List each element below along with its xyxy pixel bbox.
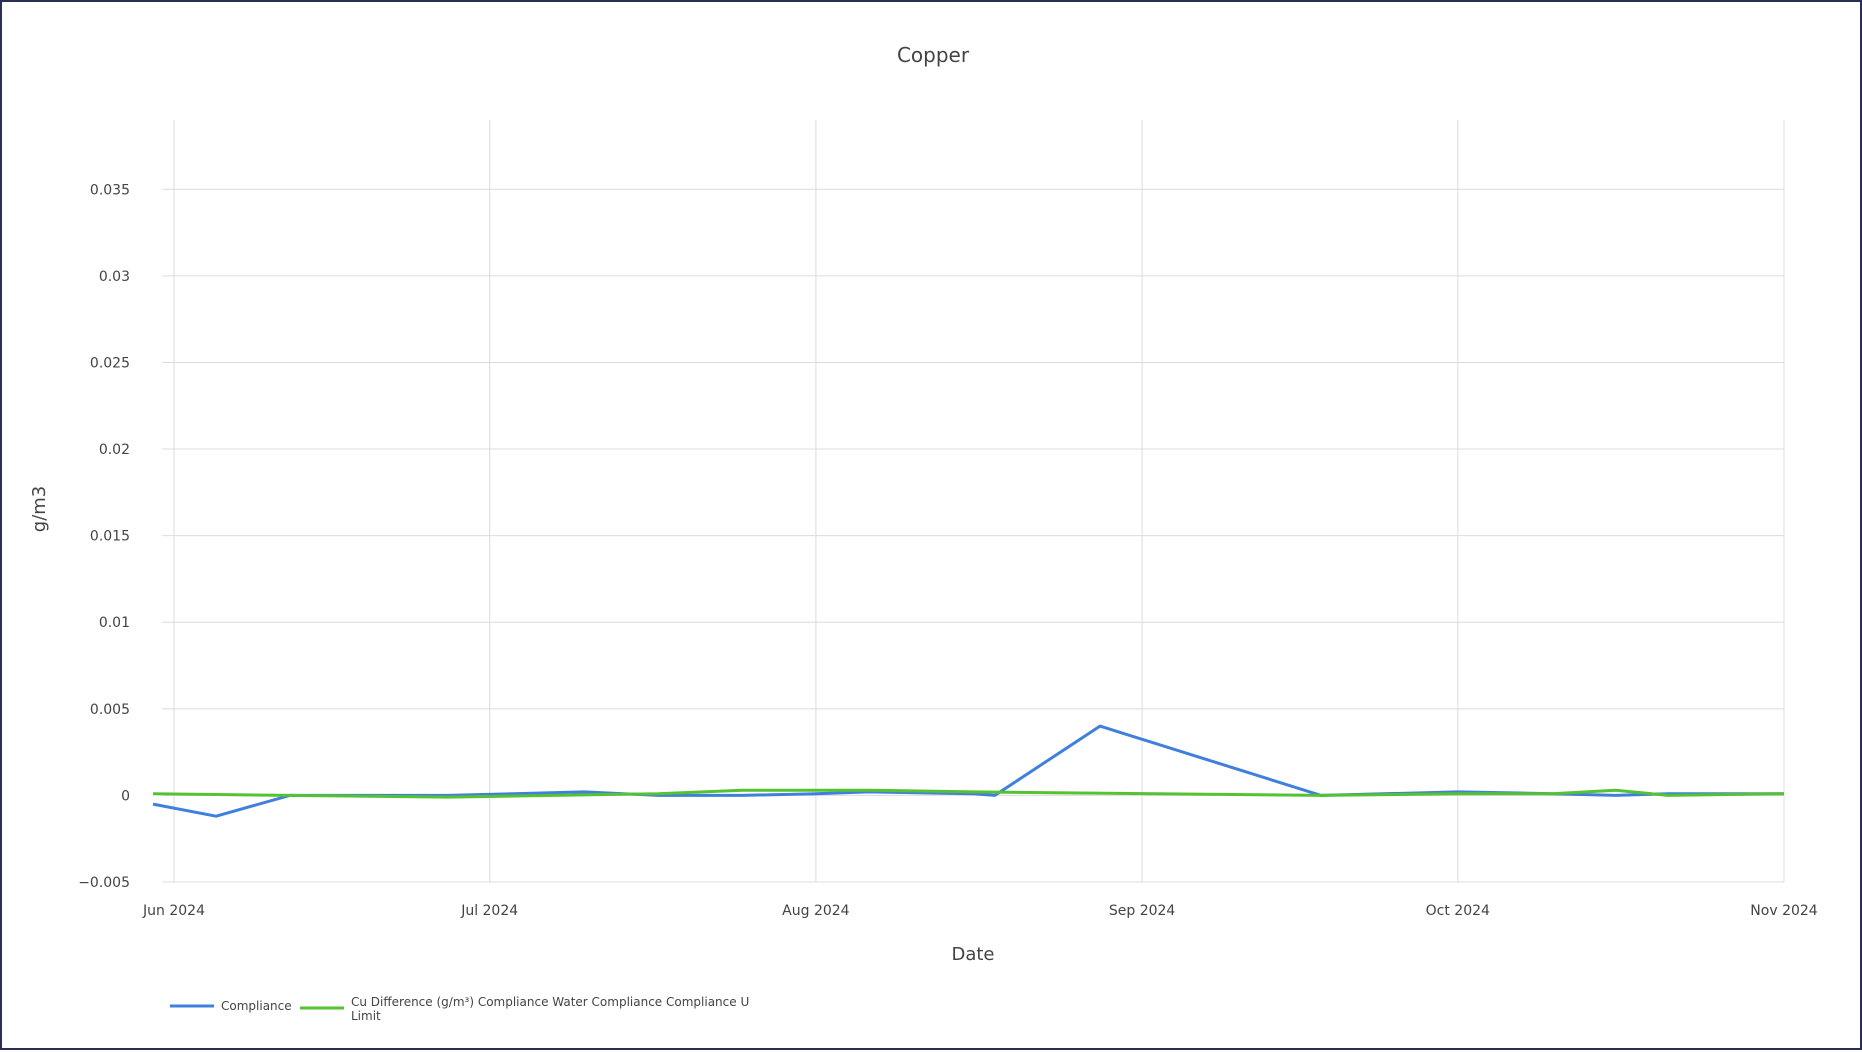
legend-item-cu-difference[interactable]: Cu Difference (g/m³) Compliance Water Co… <box>300 995 749 1023</box>
y-tick-label: 0.02 <box>99 442 130 458</box>
y-tick-label: 0.015 <box>90 529 130 545</box>
legend[interactable]: Compliance Cu Difference (g/m³) Complian… <box>170 995 749 1023</box>
x-tick-label: Aug 2024 <box>782 903 850 919</box>
series-layer <box>152 724 1785 818</box>
x-tick-label: Jul 2024 <box>460 903 518 919</box>
x-tick-label: Jun 2024 <box>142 903 205 919</box>
tick-layer: −0.005 0 0.005 0.01 0.015 0.02 0.025 0.03 0.035 J… <box>78 182 1818 919</box>
legend-item-compliance[interactable]: Compliance <box>170 999 292 1013</box>
y-axis-title: g/m3 <box>29 486 50 532</box>
legend-label-compliance: Compliance <box>221 999 292 1013</box>
y-tick-label: 0.035 <box>90 182 130 198</box>
y-tick-label: 0.03 <box>99 269 130 285</box>
y-tick-label: 0.005 <box>90 702 130 718</box>
y-tick-label: −0.005 <box>78 875 130 891</box>
y-tick-label: 0.01 <box>99 615 130 631</box>
y-tick-label: 0.025 <box>90 355 130 371</box>
grid-layer <box>162 120 1785 883</box>
x-axis-title: Date <box>951 944 994 965</box>
chart-title: Copper <box>897 43 970 67</box>
x-tick-label: Nov 2024 <box>1750 903 1817 919</box>
x-tick-label: Sep 2024 <box>1109 903 1176 919</box>
series-line-1[interactable] <box>152 788 1785 799</box>
y-tick-label: 0 <box>121 788 130 804</box>
legend-label-cu-difference: Cu Difference (g/m³) Compliance Water Co… <box>351 995 749 1023</box>
x-tick-label: Oct 2024 <box>1426 903 1490 919</box>
series-line-0[interactable] <box>152 724 1784 818</box>
